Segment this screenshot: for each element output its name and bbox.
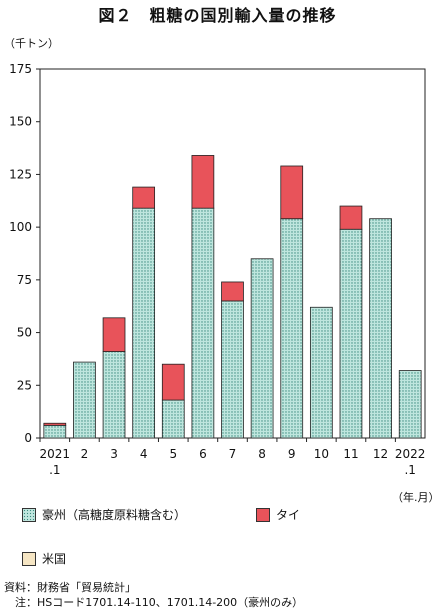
red-swatch-icon	[256, 507, 270, 522]
bar-segment-thailand	[191, 155, 215, 209]
x-tick-label: 7	[229, 447, 237, 461]
x-tick-label: 9	[288, 447, 296, 461]
x-tick-label: 5	[169, 447, 177, 461]
x-axis-unit-label: （年.月）	[392, 491, 435, 504]
legend-label-australia: 豪州（高糖度原料糖含む）	[42, 508, 187, 522]
bar-segment-thailand	[161, 363, 185, 401]
y-tick-label: 150	[9, 115, 32, 129]
beige-swatch-icon	[22, 551, 36, 566]
bar-segment-australia	[191, 207, 215, 439]
bar-segment-thailand	[102, 317, 126, 352]
y-axis-unit-label: （千トン）	[4, 37, 59, 50]
hs-code-note: 注：HSコード1701.14-110、1701.14-200（豪州のみ）	[4, 596, 304, 609]
bar-segment-australia	[250, 258, 274, 439]
x-tick-label: 8	[258, 447, 266, 461]
x-tick-label: 6	[199, 447, 207, 461]
dotted-teal-swatch-icon	[22, 507, 36, 522]
bar-segment-thailand	[221, 281, 244, 302]
x-tick-label: 11	[343, 447, 358, 461]
y-tick-label: 50	[17, 326, 32, 340]
bar-segment-australia	[43, 424, 67, 439]
legend-item-thailand: タイ	[256, 506, 300, 523]
legend-label-usa: 米国	[42, 552, 67, 566]
bar-segment-australia	[309, 306, 333, 439]
bar-segment-australia	[132, 207, 156, 439]
legend-item-usa: 米国	[22, 550, 66, 567]
x-tick-label: .1	[49, 463, 60, 477]
y-tick-label: 0	[24, 431, 32, 445]
bar-segment-thailand	[280, 165, 304, 220]
bar-segment-thailand	[132, 186, 156, 209]
footnotes: 資料：財務省「貿易統計」 注：HSコード1701.14-110、1701.14-…	[4, 580, 303, 610]
source-note: 資料：財務省「貿易統計」	[4, 581, 136, 594]
legend-item-australia: 豪州（高糖度原料糖含む）	[22, 506, 186, 523]
x-tick-label: 3	[110, 447, 118, 461]
bar-segment-australia	[221, 300, 244, 439]
x-tick-label: 12	[373, 447, 388, 461]
x-tick-label: 2022	[395, 447, 426, 461]
x-tick-label: .1	[404, 463, 415, 477]
x-tick-label: 2	[81, 447, 89, 461]
y-tick-label: 75	[17, 273, 32, 287]
x-tick-label: 2021	[40, 447, 71, 461]
chart-title: 図２ 粗糖の国別輸入量の推移	[98, 6, 337, 25]
y-tick-label: 125	[9, 167, 32, 181]
bar-segment-australia	[161, 399, 185, 439]
bar-segment-australia	[339, 228, 363, 439]
x-tick-label: 4	[140, 447, 148, 461]
bar-segment-australia	[73, 361, 96, 439]
y-tick-label: 175	[9, 62, 32, 76]
bar-segment-australia	[280, 218, 304, 439]
legend-label-thailand: タイ	[276, 508, 301, 522]
bar-segment-thailand	[339, 205, 363, 230]
bar-segment-australia	[102, 351, 126, 439]
bar-segment-australia	[398, 370, 422, 439]
bar-chart: 0 25 50 75 100 125 150 175 2021 .1 2 3 4 5 6 7 8 9 10 11 12 2…	[9, 62, 426, 477]
y-tick-label: 100	[9, 220, 32, 234]
y-tick-label: 25	[17, 378, 32, 392]
x-tick-label: 10	[314, 447, 329, 461]
bar-segment-australia	[369, 218, 392, 439]
bar-segment-thailand	[43, 422, 67, 426]
